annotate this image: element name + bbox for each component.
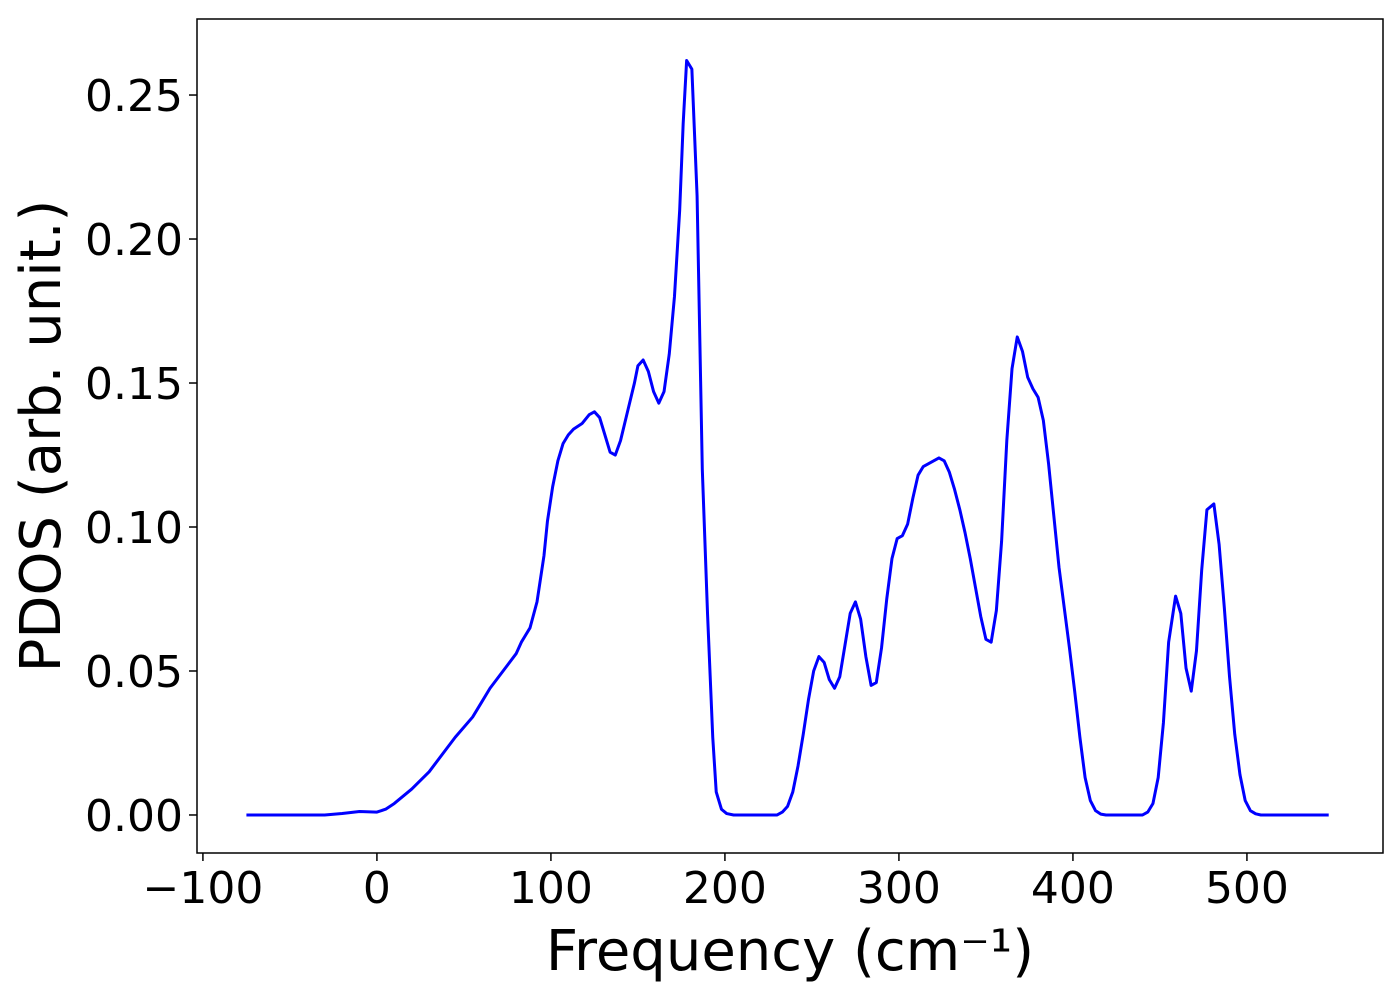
plot-frame — [196, 18, 1384, 854]
x-tick-label: 300 — [857, 863, 941, 914]
y-tick-label: 0.05 — [85, 647, 183, 698]
x-tick-label: −100 — [142, 863, 263, 914]
y-axis-label: PDOS (arb. unit.) — [9, 200, 74, 673]
y-tick-label: 0.20 — [85, 215, 183, 266]
y-tick-label: 0.10 — [85, 503, 183, 554]
x-tick-label: 100 — [509, 863, 593, 914]
y-tick-label: 0.15 — [85, 359, 183, 410]
x-tick-label: 0 — [363, 863, 391, 914]
y-tick-label: 0.25 — [85, 71, 183, 122]
x-axis-label: Frequency (cm⁻¹) — [546, 919, 1034, 984]
pdos-line — [246, 58, 1329, 817]
x-tick-label: 500 — [1205, 863, 1289, 914]
x-tick-label: 200 — [683, 863, 767, 914]
y-tick-label: 0.00 — [85, 791, 183, 842]
x-tick-label: 400 — [1031, 863, 1115, 914]
